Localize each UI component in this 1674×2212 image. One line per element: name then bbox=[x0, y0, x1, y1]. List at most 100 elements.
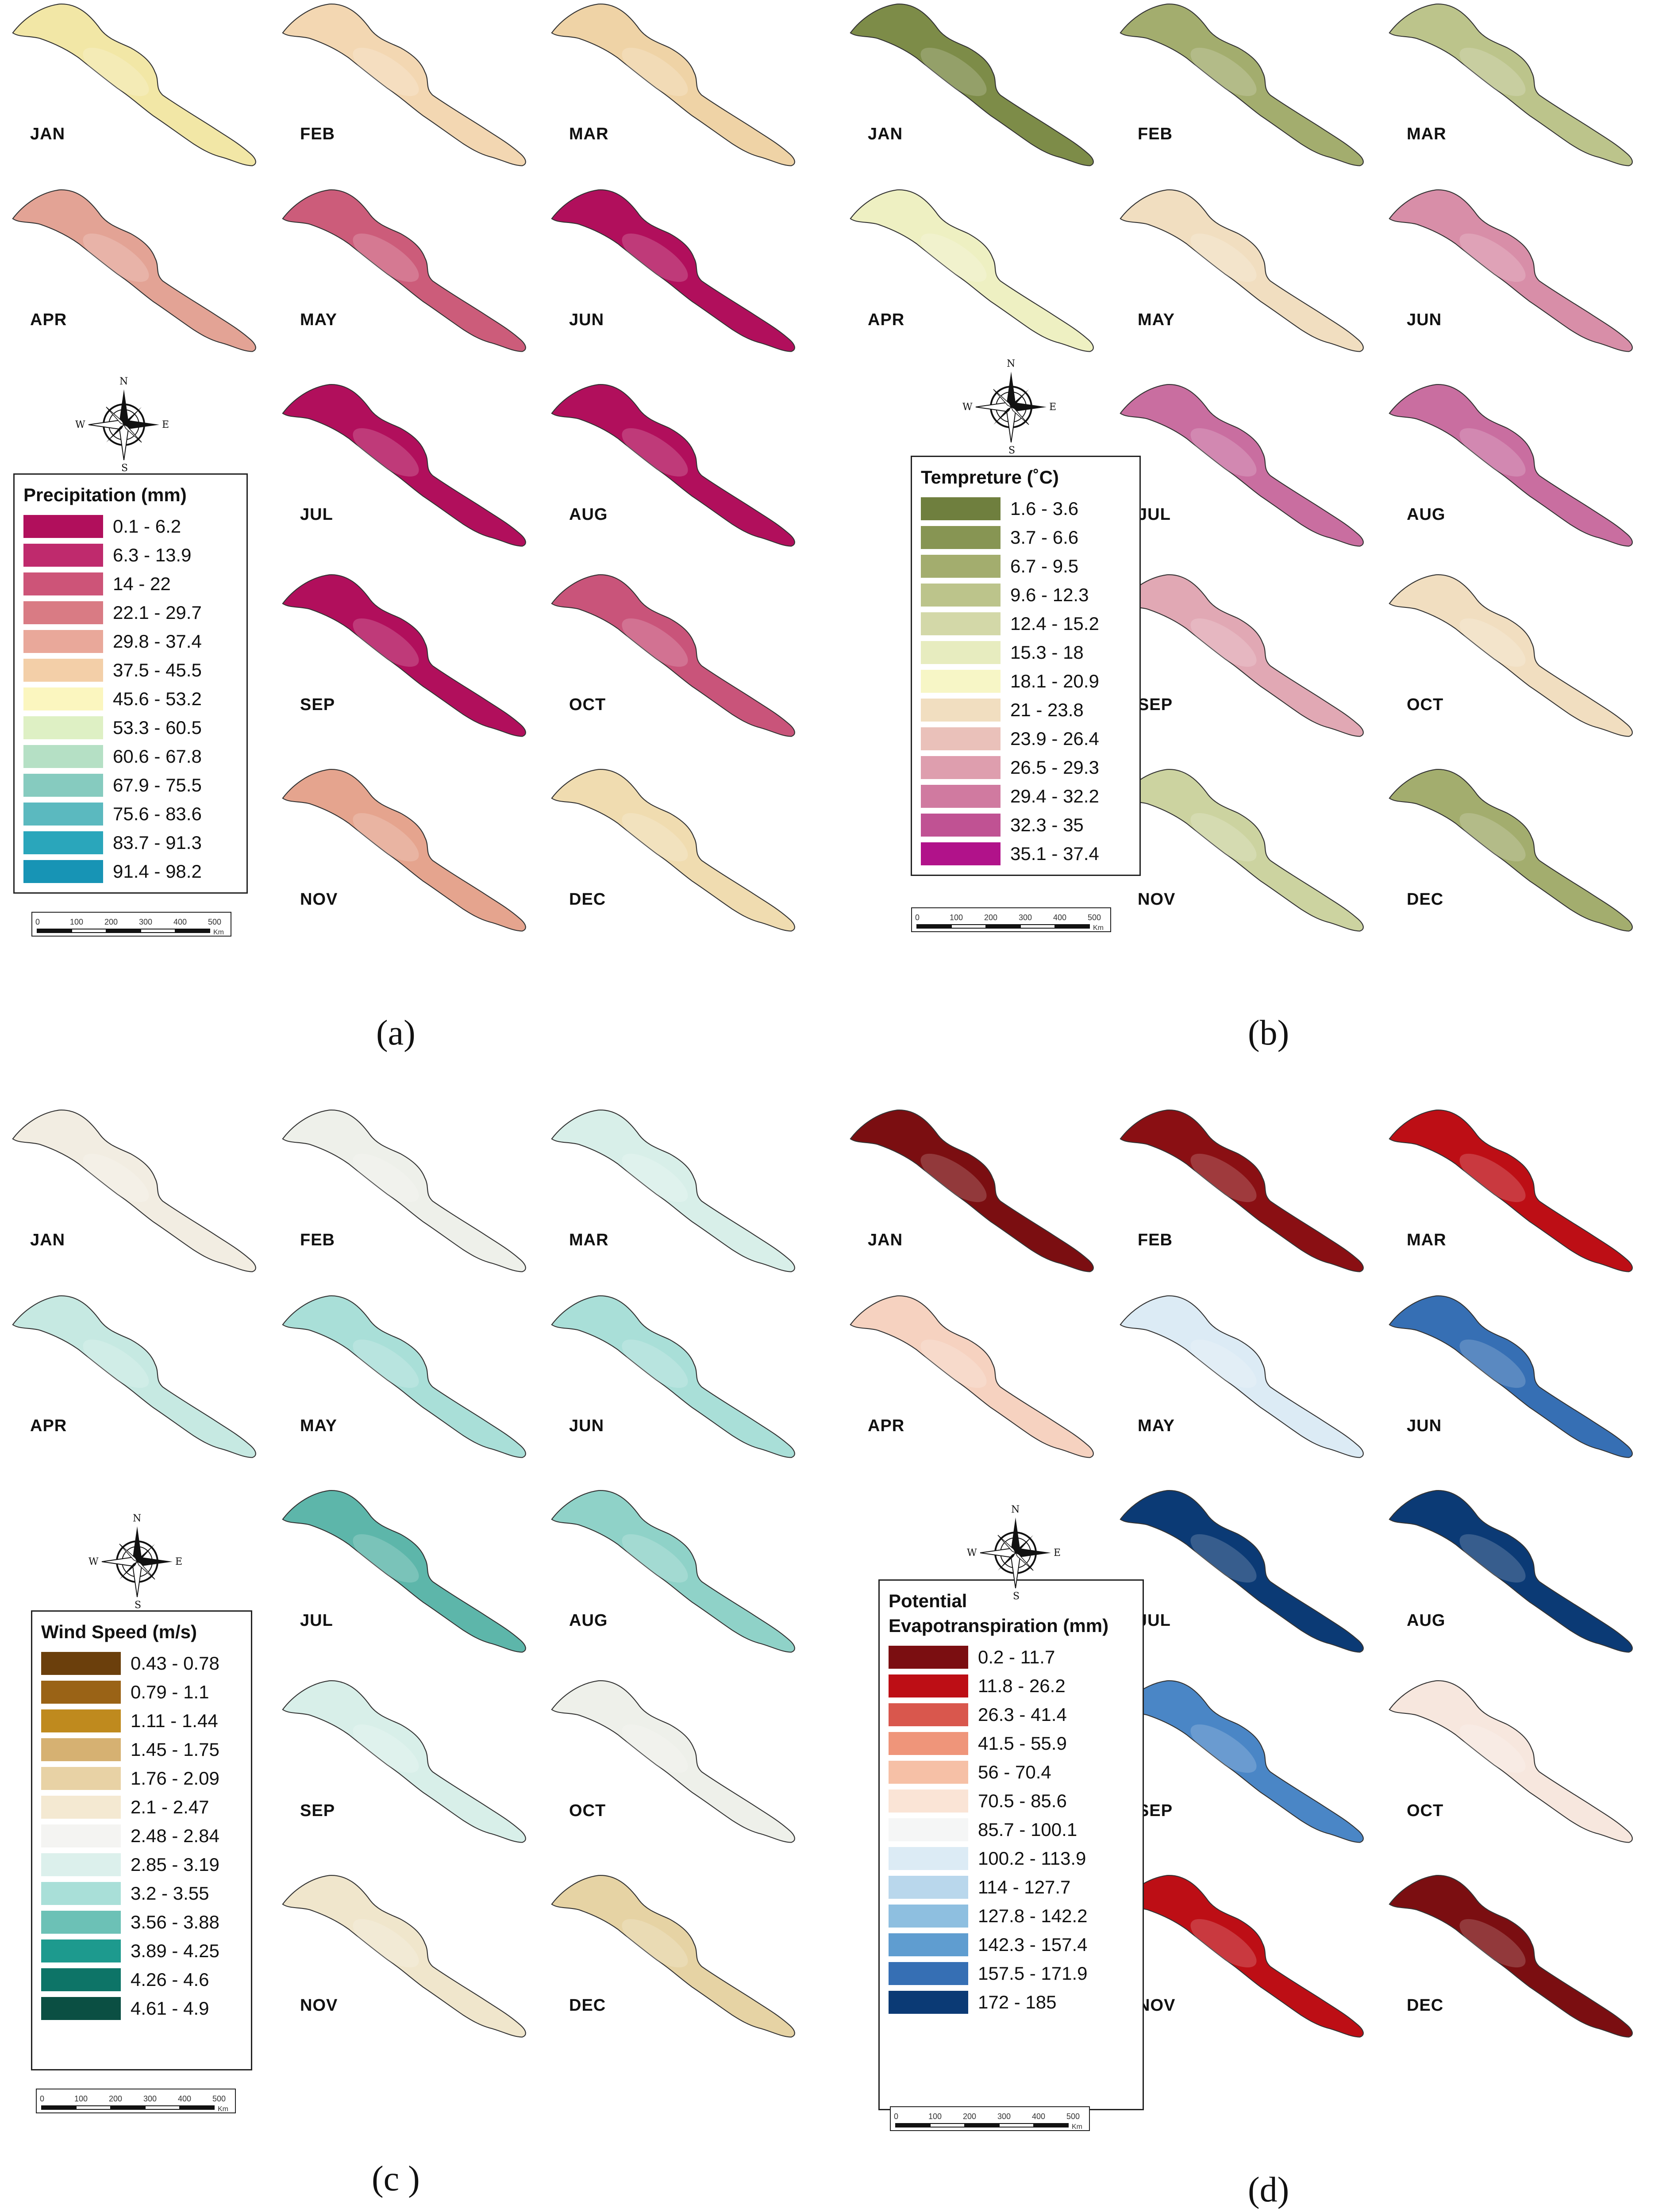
month-map-mar[interactable] bbox=[548, 0, 813, 177]
month-map-aug[interactable] bbox=[1385, 380, 1651, 557]
legend-row: 4.61 - 4.9 bbox=[41, 1994, 242, 2023]
shading-zone bbox=[83, 1153, 149, 1202]
legend-range: 0.2 - 11.7 bbox=[978, 1646, 1055, 1667]
month-map-apr[interactable] bbox=[9, 1292, 274, 1469]
shading-zone bbox=[353, 813, 419, 862]
compass-e: E bbox=[1049, 402, 1057, 413]
month-map-sep[interactable] bbox=[279, 1677, 544, 1854]
north-arrow-icon: N S E W bbox=[967, 1504, 1064, 1602]
month-map-may[interactable] bbox=[1116, 186, 1382, 363]
scale-tick-label: 400 bbox=[173, 918, 187, 926]
region-map bbox=[1120, 1109, 1364, 1272]
legend-row: 29.4 - 32.2 bbox=[921, 782, 1131, 810]
month-map-jun[interactable] bbox=[1385, 186, 1651, 363]
month-label: AUG bbox=[1407, 1611, 1446, 1630]
legend-range: 2.48 - 2.84 bbox=[131, 1825, 219, 1846]
legend-range: 26.5 - 29.3 bbox=[1010, 757, 1099, 778]
month-map-jan[interactable] bbox=[847, 1106, 1112, 1283]
month-map-nov[interactable] bbox=[279, 1871, 544, 2048]
scale-segment bbox=[71, 929, 107, 933]
shading-zone bbox=[1190, 47, 1257, 96]
legend-swatch bbox=[921, 612, 1001, 635]
compass-s: S bbox=[121, 463, 128, 474]
month-map-nov[interactable] bbox=[1116, 1871, 1382, 2048]
shading-zone bbox=[353, 1919, 419, 1968]
month-map-jan[interactable] bbox=[847, 0, 1112, 177]
month-map-nov[interactable] bbox=[1116, 765, 1382, 942]
month-label: MAR bbox=[569, 125, 609, 143]
month-map-feb[interactable] bbox=[279, 1106, 544, 1283]
month-map-may[interactable] bbox=[279, 186, 544, 363]
month-map-apr[interactable] bbox=[847, 1292, 1112, 1469]
compass-n: N bbox=[133, 1513, 142, 1524]
shading-zone bbox=[622, 1339, 688, 1388]
shading-zone bbox=[83, 47, 149, 96]
month-map-dec[interactable] bbox=[1385, 765, 1651, 942]
legend-range: 37.5 - 45.5 bbox=[113, 659, 202, 680]
legend-row: 142.3 - 157.4 bbox=[889, 1930, 1134, 1959]
scale-bar-graphic: 0 100 200 300 400 500 Km bbox=[890, 2106, 1090, 2131]
compass-w: W bbox=[75, 419, 85, 430]
month-map-oct[interactable] bbox=[548, 571, 813, 748]
month-map-jul[interactable] bbox=[1116, 380, 1382, 557]
month-map-sep[interactable] bbox=[1116, 1677, 1382, 1854]
month-map-jan[interactable] bbox=[9, 1106, 274, 1283]
month-map-apr[interactable] bbox=[847, 186, 1112, 363]
month-map-jun[interactable] bbox=[1385, 1292, 1651, 1469]
legend-swatch bbox=[23, 601, 103, 624]
legend-range: 32.3 - 35 bbox=[1010, 814, 1084, 835]
month-map-jul[interactable] bbox=[279, 1486, 544, 1663]
legend-swatch bbox=[41, 1738, 121, 1761]
scale-tick-label: 100 bbox=[928, 2112, 942, 2121]
region-map bbox=[282, 3, 526, 166]
month-map-jun[interactable] bbox=[548, 186, 813, 363]
region-map bbox=[1120, 189, 1364, 352]
month-map-dec[interactable] bbox=[548, 765, 813, 942]
month-label: MAR bbox=[1407, 125, 1447, 143]
panel-caption: (a) bbox=[376, 1014, 416, 1052]
legend-swatch bbox=[889, 1732, 968, 1755]
month-map-oct[interactable] bbox=[1385, 571, 1651, 748]
scale-segment bbox=[930, 2123, 965, 2128]
month-map-aug[interactable] bbox=[548, 380, 813, 557]
month-map-feb[interactable] bbox=[279, 0, 544, 177]
month-map-sep[interactable] bbox=[279, 571, 544, 748]
scale-segment bbox=[964, 2123, 1000, 2128]
legend-row: 22.1 - 29.7 bbox=[23, 598, 238, 627]
legend-row: 9.6 - 12.3 bbox=[921, 580, 1131, 609]
month-map-may[interactable] bbox=[279, 1292, 544, 1469]
month-map-jan[interactable] bbox=[9, 0, 274, 177]
month-label: SEP bbox=[300, 695, 335, 714]
month-map-apr[interactable] bbox=[9, 186, 274, 363]
region-map bbox=[1389, 1680, 1633, 1843]
month-map-jul[interactable] bbox=[279, 380, 544, 557]
month-map-oct[interactable] bbox=[1385, 1677, 1651, 1854]
month-map-aug[interactable] bbox=[548, 1486, 813, 1663]
scale-segment bbox=[179, 2105, 215, 2110]
legend-range: 15.3 - 18 bbox=[1010, 641, 1084, 663]
month-map-mar[interactable] bbox=[1385, 0, 1651, 177]
month-map-mar[interactable] bbox=[548, 1106, 813, 1283]
month-map-dec[interactable] bbox=[1385, 1871, 1651, 2048]
shading-zone bbox=[1459, 428, 1526, 477]
month-map-jun[interactable] bbox=[548, 1292, 813, 1469]
month-map-oct[interactable] bbox=[548, 1677, 813, 1854]
shading-zone bbox=[622, 813, 688, 862]
legend-row: 32.3 - 35 bbox=[921, 810, 1131, 839]
month-label: JAN bbox=[30, 125, 65, 143]
compass-rose-icon bbox=[88, 389, 159, 461]
month-map-nov[interactable] bbox=[279, 765, 544, 942]
legend-row: 6.7 - 9.5 bbox=[921, 552, 1131, 580]
month-map-jul[interactable] bbox=[1116, 1486, 1382, 1663]
month-label: JUN bbox=[569, 311, 604, 329]
month-map-may[interactable] bbox=[1116, 1292, 1382, 1469]
month-map-mar[interactable] bbox=[1385, 1106, 1651, 1283]
month-map-feb[interactable] bbox=[1116, 0, 1382, 177]
legend-row: 21 - 23.8 bbox=[921, 695, 1131, 724]
month-map-aug[interactable] bbox=[1385, 1486, 1651, 1663]
scale-tick-label: 400 bbox=[1053, 913, 1066, 922]
legend-row: 26.3 - 41.4 bbox=[889, 1700, 1134, 1729]
month-map-dec[interactable] bbox=[548, 1871, 813, 2048]
month-map-feb[interactable] bbox=[1116, 1106, 1382, 1283]
month-map-sep[interactable] bbox=[1116, 571, 1382, 748]
